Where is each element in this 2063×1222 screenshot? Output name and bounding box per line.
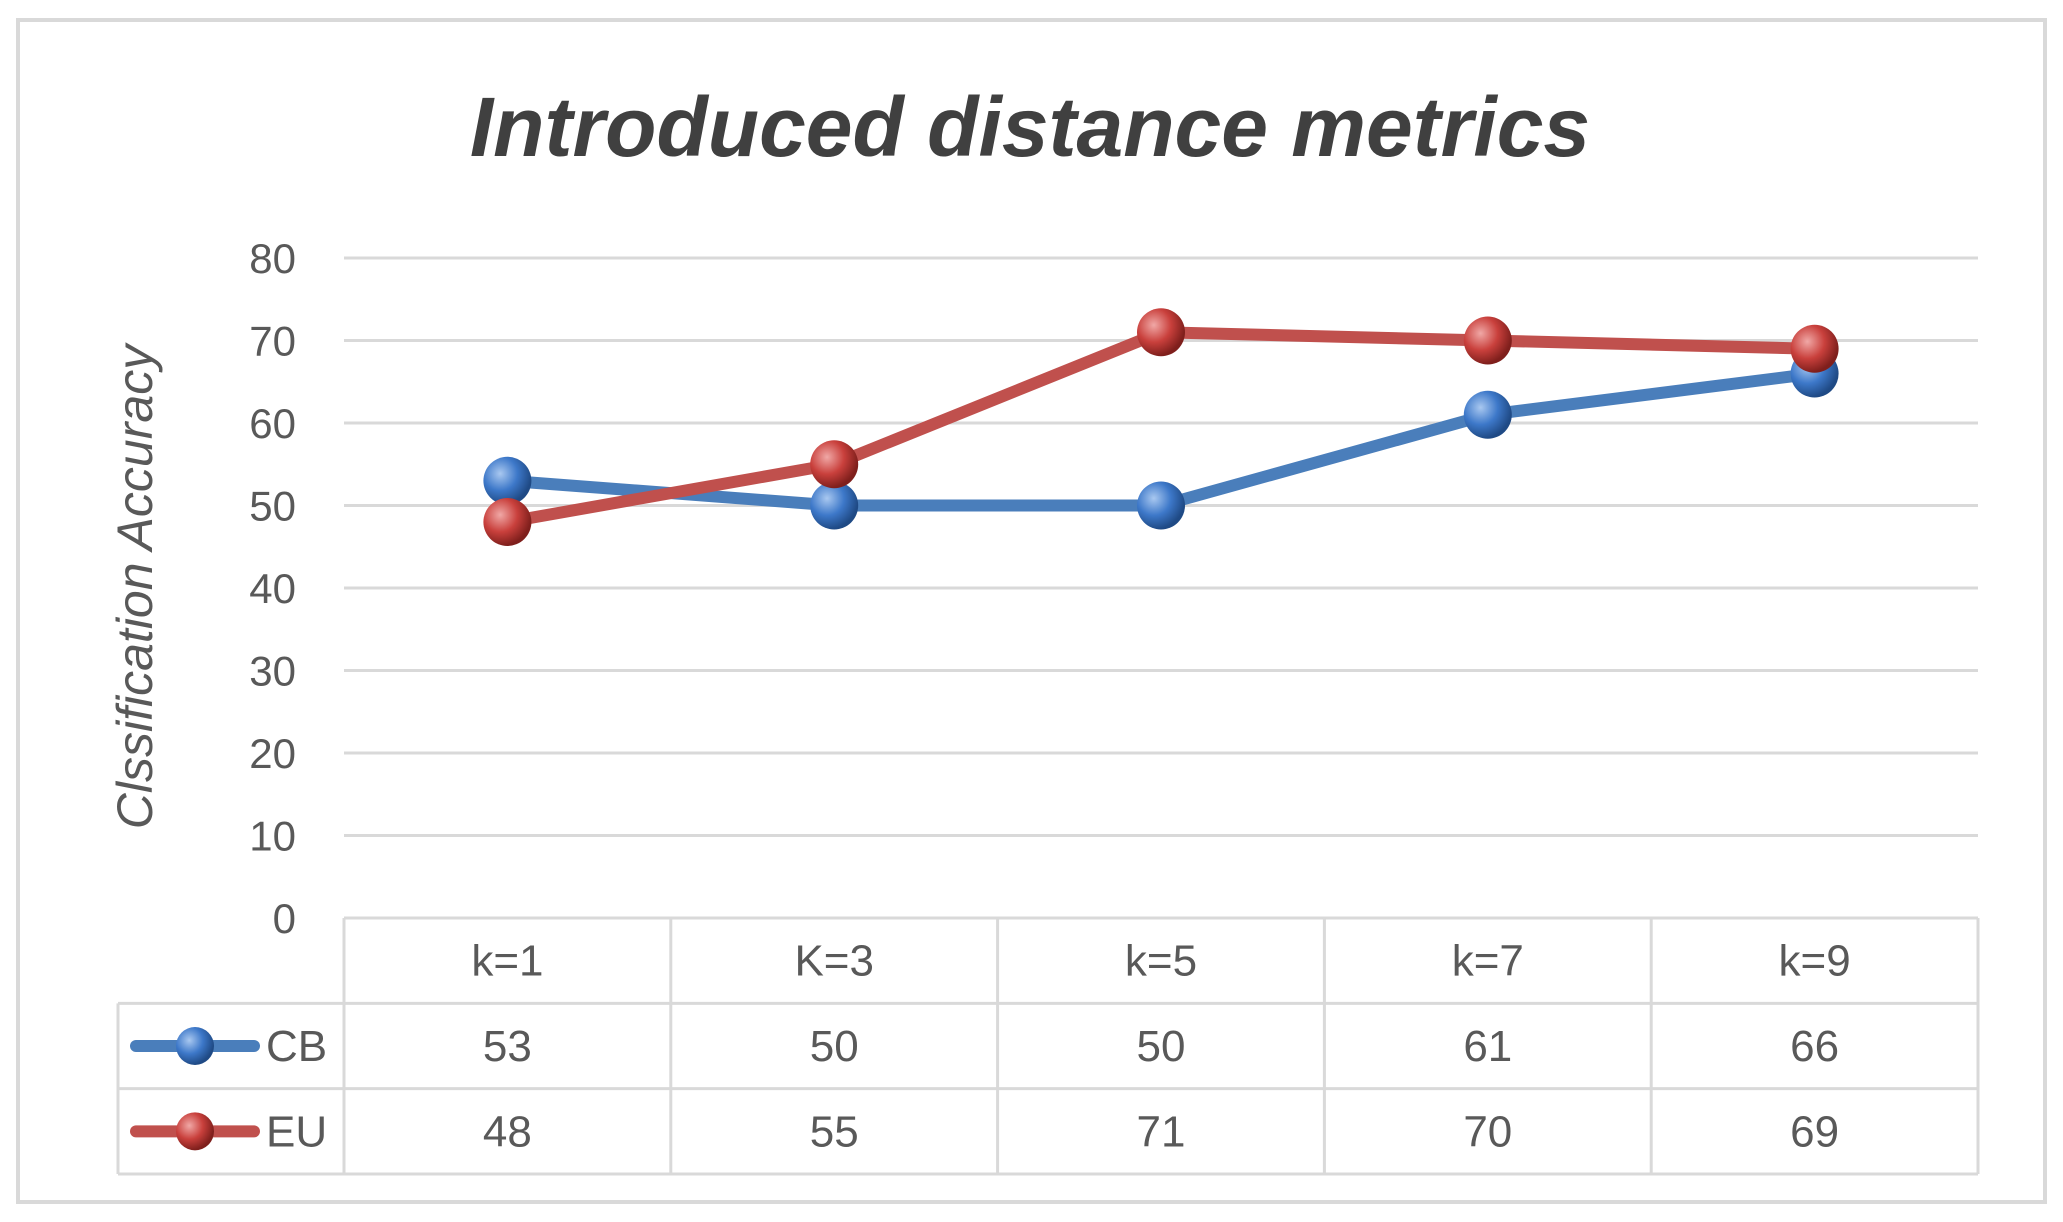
y-axis-label: Clssification Accuracy — [107, 342, 163, 829]
legend-label: CB — [266, 1022, 327, 1071]
table-value: 55 — [810, 1107, 859, 1156]
y-tick-label: 60 — [249, 400, 296, 447]
x-category-label: k=1 — [471, 937, 543, 986]
legend-key-marker — [176, 1027, 214, 1065]
data-point-EU — [810, 440, 859, 489]
table-value: 71 — [1137, 1107, 1186, 1156]
data-point-EU — [1137, 308, 1185, 357]
chart-title: Introduced distance metrics — [470, 80, 1590, 174]
table-value: 66 — [1790, 1022, 1839, 1071]
data-point-CB — [1463, 390, 1512, 439]
table-value: 61 — [1463, 1022, 1512, 1071]
y-tick-label: 70 — [249, 318, 296, 365]
y-tick-label: 30 — [249, 648, 296, 695]
y-tick-label: 10 — [249, 813, 296, 860]
y-tick-label: 0 — [273, 895, 296, 942]
x-category-label: k=7 — [1452, 937, 1524, 986]
chart-frame — [16, 18, 2047, 1204]
series-markers — [483, 308, 1839, 546]
data-table: k=1 K=3 k=5 k=7 k=9 CB 53 50 50 61 66 EU 48 55 71 70 69 — [116, 916, 1980, 1176]
y-axis-ticks: 0 10 20 30 40 50 60 70 80 — [249, 235, 296, 942]
x-category-label: k=5 — [1125, 937, 1197, 986]
data-point-CB — [1137, 481, 1185, 530]
table-value: 48 — [483, 1107, 532, 1156]
table-value: 70 — [1463, 1107, 1512, 1156]
data-point-EU — [1463, 316, 1512, 365]
data-point-EU — [1790, 324, 1839, 373]
y-tick-label: 20 — [249, 730, 296, 777]
y-tick-label: 80 — [249, 235, 296, 282]
legend-label: EU — [266, 1107, 327, 1156]
x-category-label: k=9 — [1779, 937, 1851, 986]
y-tick-label: 40 — [249, 565, 296, 612]
legend-key-marker — [176, 1112, 214, 1151]
x-category-label: K=3 — [794, 937, 874, 986]
table-value: 50 — [1137, 1022, 1186, 1071]
data-point-EU — [483, 498, 532, 546]
data-point-CB — [483, 456, 532, 505]
table-value: 69 — [1790, 1107, 1839, 1156]
data-point-CB — [810, 481, 859, 530]
table-value: 50 — [810, 1022, 859, 1071]
table-value: 53 — [483, 1022, 532, 1071]
y-tick-label: 50 — [249, 483, 296, 530]
